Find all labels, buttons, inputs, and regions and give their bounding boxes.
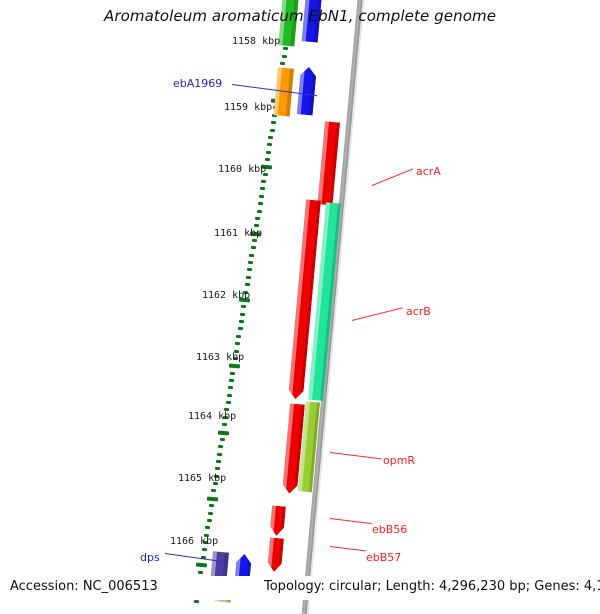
gene-label-ebA1969[interactable]: ebA1969 (173, 77, 223, 90)
ruler-minor-tick (248, 260, 254, 265)
ruler-minor-tick (258, 194, 265, 199)
ruler-tick-label: 1166 kbp (170, 536, 219, 547)
callout-line-acrA (371, 168, 413, 186)
ruler-minor-tick (254, 224, 260, 228)
ruler-minor-tick (249, 253, 255, 257)
ruler-tick-label: 1162 kbp (202, 290, 251, 301)
ruler-minor-tick (270, 120, 276, 125)
ruler-minor-tick (237, 327, 243, 331)
ruler-tick-label: 1160 kbp (218, 164, 267, 175)
ruler-minor-tick (206, 518, 212, 523)
feature-red-acrA-body (317, 121, 340, 206)
gene-label-ebB56[interactable]: ebB56 (372, 523, 408, 536)
ruler-minor-tick (225, 400, 231, 405)
ruler-minor-tick (260, 187, 266, 191)
ruler-tick-label: 1158 kbp (232, 36, 281, 47)
genome-summary: Topology: circular; Length: 4,296,230 bp… (262, 579, 600, 594)
ruler-minor-tick (245, 275, 251, 280)
ruler-minor-tick (193, 599, 199, 604)
ruler-minor-tick (229, 378, 235, 383)
ruler-minor-tick (219, 437, 225, 442)
feature-red-ebB57[interactable] (267, 537, 284, 572)
page-title: Aromatoleum aromaticum EbN1, complete ge… (103, 7, 497, 25)
ruler-minor-tick (221, 422, 228, 427)
ruler-minor-tick (256, 209, 262, 213)
ruler-minor-tick (198, 570, 204, 574)
ruler-minor-tick (236, 334, 242, 338)
ruler-minor-tick (282, 47, 288, 51)
gene-label-dps[interactable]: dps (140, 551, 160, 564)
ruler-minor-tick (218, 445, 224, 449)
ruler-minor-tick (201, 548, 207, 552)
accession-label: Accession: NC_006513 (10, 579, 158, 594)
genome-viewer: Aromatoleum aromaticum EbN1, complete ge… (0, 0, 600, 600)
ruler-tick-label: 1164 kbp (188, 411, 237, 422)
status-bar: Accession: NC_006513 Topology: circular;… (0, 576, 600, 600)
ruler-minor-tick (261, 179, 267, 184)
ruler-minor-tick (215, 459, 222, 464)
ruler-minor-tick (227, 386, 234, 390)
ruler-minor-tick (267, 143, 273, 147)
ruler-minor-tick (211, 489, 217, 493)
ruler-minor-tick (269, 128, 275, 132)
ruler-minor-tick (257, 201, 263, 206)
ruler-minor-tick (217, 452, 223, 456)
ruler-major-tick (217, 430, 229, 435)
ruler-minor-tick (265, 150, 272, 154)
callout-line-acrB (351, 307, 403, 321)
ruler-tick-label: 1159 kbp (224, 102, 273, 113)
ruler-major-tick (196, 562, 208, 568)
ruler-minor-tick (240, 305, 247, 309)
ruler-minor-tick (281, 54, 287, 59)
gene-label-ebB57[interactable]: ebB57 (366, 551, 402, 564)
ruler-minor-tick (244, 282, 250, 287)
ruler-minor-tick (205, 526, 211, 530)
feature-red-ebB57-body (267, 537, 284, 572)
ruler-minor-tick (246, 268, 253, 272)
ruler-minor-tick (214, 467, 221, 471)
ruler-tick-label: 1165 kbp (178, 473, 227, 484)
callout-line-ebB56 (329, 518, 372, 525)
ruler-minor-tick (264, 157, 271, 162)
ruler-minor-tick (226, 393, 232, 397)
callout-line-ebB57 (329, 546, 366, 552)
ruler-minor-tick (255, 216, 261, 221)
ruler-minor-tick (268, 135, 274, 140)
ruler-minor-tick (280, 61, 286, 66)
feature-blue-ebA1969[interactable] (297, 66, 317, 115)
ruler-tick-label: 1161 kbp (214, 228, 263, 239)
ruler-minor-tick (235, 341, 241, 346)
gene-label-acrA[interactable]: acrA (416, 165, 441, 178)
feature-red-acrA[interactable] (317, 121, 340, 206)
ruler-major-tick (207, 496, 219, 501)
feature-red-ebB56[interactable] (269, 505, 286, 536)
feature-blue-ebA1969-body (297, 66, 317, 115)
ruler-minor-tick (207, 511, 213, 515)
ruler-minor-tick (238, 319, 244, 324)
feature-red-ebB56-body (269, 505, 286, 536)
ruler-tick-label: 1163 kbp (196, 352, 245, 363)
ruler-minor-tick (251, 238, 257, 243)
callout-line-opmR (329, 452, 382, 460)
ruler-minor-tick (208, 504, 215, 508)
ruler-major-tick (228, 363, 240, 369)
ruler-minor-tick (230, 371, 236, 375)
ruler-minor-tick (239, 312, 246, 316)
ruler-minor-tick (250, 246, 256, 250)
gene-label-opmR[interactable]: opmR (383, 454, 416, 467)
gene-label-acrB[interactable]: acrB (406, 305, 431, 318)
